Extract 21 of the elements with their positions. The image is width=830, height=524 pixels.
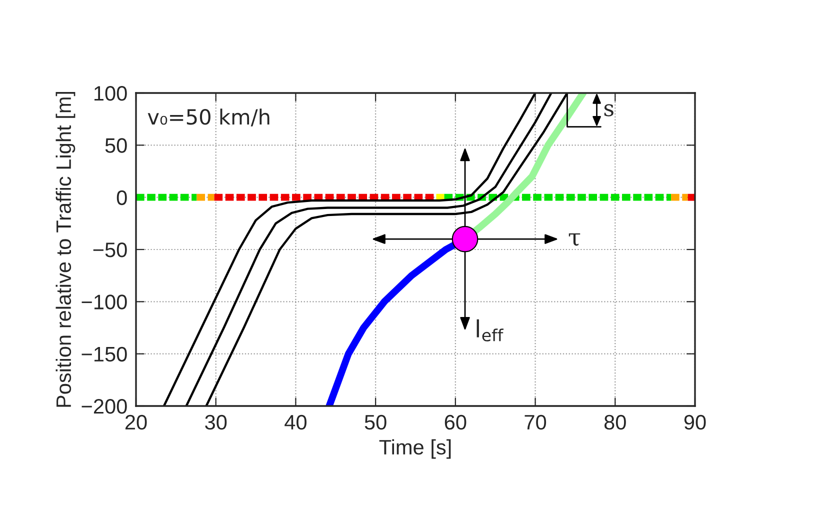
x-tick-label: 50	[364, 414, 386, 430]
annotation: s	[604, 104, 614, 116]
x-tick-label: 60	[444, 414, 466, 430]
y-tick-label: −200	[82, 399, 127, 414]
annotation: τ	[568, 233, 580, 246]
y-tick-label: 0	[116, 190, 127, 206]
x-tick-label: 20	[125, 414, 147, 430]
y-tick-label: −50	[93, 242, 127, 258]
y-tick-label: 50	[105, 138, 127, 153]
y-axis-title: Position relative to Traffic Light [m]	[56, 92, 76, 407]
y-tick-label: −150	[82, 346, 127, 362]
x-tick-label: 70	[524, 414, 546, 430]
x-tick-label: 80	[604, 414, 626, 430]
y-tick-label: −100	[82, 294, 127, 310]
x-tick-label: 30	[205, 414, 227, 430]
annotation: v₀=50 km/h	[148, 108, 270, 126]
annotation: l$_{eff}$	[476, 319, 504, 342]
y-tick-label: 100	[94, 86, 127, 101]
x-tick-label: 40	[284, 414, 306, 430]
x-axis-title: Time [s]	[379, 439, 451, 459]
x-tick-label: 90	[684, 414, 706, 430]
